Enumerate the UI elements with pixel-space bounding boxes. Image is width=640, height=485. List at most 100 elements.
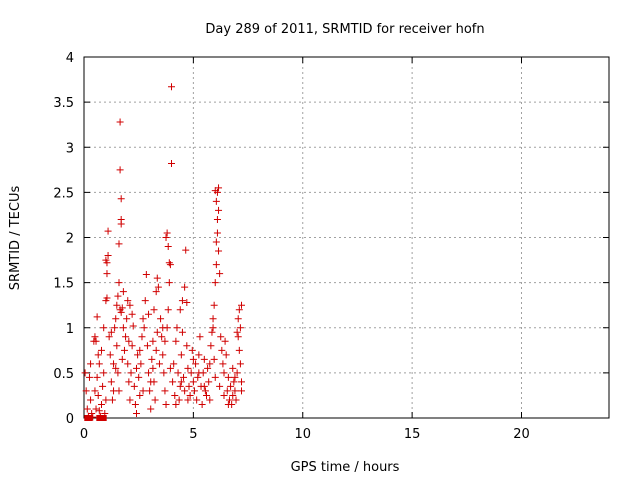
data-point [229,391,237,399]
data-point [149,337,157,345]
data-point [135,373,143,381]
data-point [104,227,112,235]
data-point [112,315,120,323]
data-point [178,328,186,336]
data-point [200,382,208,390]
data-point [238,301,245,309]
data-point [139,315,147,323]
ticks: 0 5 10 15 20 0 0.5 1 1.5 2 2.5 3 3.5 4 [53,51,609,442]
data-point [178,297,186,305]
data-point [172,337,180,345]
data-point [149,364,157,372]
y-tick-label: 2.5 [53,186,74,201]
data-point [198,400,206,408]
data-point [196,333,204,341]
data-point [165,259,173,267]
data-point [215,206,223,214]
data-point [87,396,95,404]
data-point [142,271,150,279]
data-point [124,360,132,368]
y-tick-label: 3 [66,141,74,156]
data-point [174,369,182,377]
data-point [217,333,225,341]
y-tick-label: 0 [66,412,74,427]
data-point [236,324,244,332]
data-point [152,346,160,354]
data-point [82,387,90,395]
data-point [218,346,226,354]
data-point [111,324,119,332]
data-point [90,337,98,345]
data-point [223,387,231,395]
data-point [106,351,114,359]
data-point [117,308,125,316]
data-point [126,396,134,404]
data-point [189,355,197,363]
data-point [193,396,201,404]
data-point [169,378,177,386]
data-point [162,234,170,241]
data-point [108,396,116,404]
data-point [186,391,194,399]
data-point [125,337,133,345]
data-point [93,313,101,321]
data-point [158,333,166,341]
data-point [98,346,105,354]
data-point [166,261,174,269]
data-point [103,259,111,267]
data-point [201,387,209,395]
data-point [177,351,185,359]
data-point [176,306,184,314]
data-point [173,324,181,332]
data-point [185,382,193,390]
data-point [189,378,197,386]
data-point [145,369,153,377]
data-point [215,247,223,255]
data-point [81,369,89,377]
data-point [95,407,103,415]
data-point [234,333,242,341]
data-point [128,310,136,318]
data-point [110,360,118,368]
data-point [147,378,155,386]
data-point [166,364,174,372]
data-point [115,240,123,248]
data-point [150,306,158,314]
data-point [159,324,167,332]
data-point [190,387,198,395]
data-point [224,373,232,381]
data-point [212,197,220,205]
data-point [200,355,208,363]
data-point [161,387,169,395]
data-point [94,351,102,359]
data-point [117,215,125,223]
data-point [133,364,140,372]
data-point [219,360,227,368]
data-point [231,387,239,395]
data-point [99,382,107,390]
data-point [164,306,172,314]
data-point [95,360,103,368]
data-point [100,369,108,377]
x-tick-label: 5 [189,427,197,442]
y-tick-label: 4 [66,51,74,66]
data-point [209,324,217,332]
data-point [91,333,99,341]
data-point [171,391,179,399]
data-point [131,400,139,408]
data-point [184,364,192,372]
y-tick-label: 1.5 [53,277,74,292]
data-point [209,315,217,323]
data-point [146,387,154,395]
data-point [208,328,216,336]
data-point [114,292,122,300]
data-point [216,270,224,278]
data-point [192,360,200,368]
data-point [85,373,93,381]
data-point [213,215,221,223]
x-tick-label: 10 [294,427,311,442]
data-point [147,405,155,413]
data-point [160,369,168,377]
data-point [123,315,131,323]
